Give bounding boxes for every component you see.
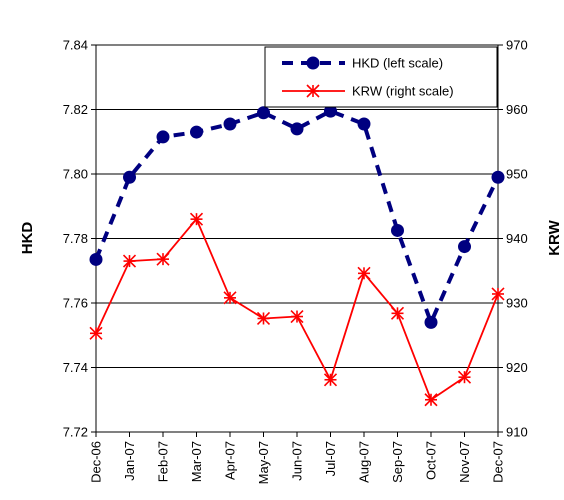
hkd-point bbox=[223, 117, 237, 131]
hkd-point bbox=[324, 104, 337, 118]
asterisk-stroke bbox=[357, 266, 371, 280]
x-tick-label: Jul-07 bbox=[323, 441, 338, 476]
krw-point bbox=[223, 291, 237, 305]
left-tick-label: 7.82 bbox=[63, 102, 88, 117]
left-tick-label: 7.80 bbox=[63, 167, 88, 182]
hkd-point bbox=[89, 252, 103, 266]
asterisk-stroke bbox=[424, 393, 438, 407]
x-tick-label: Mar-07 bbox=[189, 441, 204, 482]
krw-point bbox=[89, 326, 103, 340]
krw-point bbox=[122, 254, 137, 268]
asterisk-stroke bbox=[323, 373, 338, 387]
x-tick-label: Oct-07 bbox=[424, 441, 439, 480]
krw-point bbox=[256, 311, 271, 326]
asterisk-stroke bbox=[89, 326, 103, 340]
asterisk-stroke bbox=[189, 212, 204, 226]
left-tick-label: 7.76 bbox=[63, 296, 88, 311]
left-axis-tick-labels: 7.72 7.74 7.76 7.78 7.80 7.82 7.84 bbox=[63, 38, 88, 440]
legend-marker bbox=[306, 56, 320, 70]
legend-label: HKD (left scale) bbox=[352, 56, 443, 71]
left-tick-label: 7.72 bbox=[63, 425, 88, 440]
x-tick-label: Aug-07 bbox=[357, 441, 372, 483]
hkd-point bbox=[156, 130, 170, 144]
krw-point bbox=[457, 370, 472, 384]
krw-point bbox=[290, 309, 304, 324]
krw-point bbox=[323, 373, 338, 387]
hkd-point bbox=[424, 315, 438, 329]
asterisk-stroke bbox=[306, 84, 320, 98]
hkd-point bbox=[458, 240, 471, 254]
right-axis-tick-labels: 910 920 930 940 950 960 970 bbox=[506, 38, 528, 440]
series-layer bbox=[89, 104, 505, 407]
hkd-point bbox=[290, 122, 304, 136]
x-tick-label: Feb-07 bbox=[156, 441, 171, 482]
legend: HKD (left scale) KRW (right scale) bbox=[264, 46, 498, 108]
asterisk-stroke bbox=[223, 291, 237, 305]
asterisk-stroke bbox=[256, 311, 271, 326]
legend-item: KRW (right scale) bbox=[282, 84, 454, 99]
x-tick-label: Apr-07 bbox=[223, 441, 238, 480]
asterisk-stroke bbox=[390, 306, 405, 320]
series-krw bbox=[89, 212, 505, 407]
hkd-point bbox=[257, 106, 270, 120]
hkd-point bbox=[391, 223, 404, 237]
right-tick-label: 940 bbox=[506, 231, 528, 246]
left-tick-label: 7.78 bbox=[63, 231, 88, 246]
right-tick-label: 930 bbox=[506, 296, 528, 311]
hkd-line bbox=[94, 109, 500, 325]
hkd-point bbox=[491, 170, 505, 184]
right-tick-label: 910 bbox=[506, 425, 528, 440]
asterisk-stroke bbox=[290, 309, 304, 324]
krw-point bbox=[357, 266, 371, 280]
asterisk-stroke bbox=[156, 252, 170, 266]
legend-item: HKD (left scale) bbox=[282, 56, 443, 71]
krw-point bbox=[156, 252, 170, 266]
legend-label: KRW (right scale) bbox=[352, 84, 454, 99]
left-tick-label: 7.84 bbox=[63, 38, 88, 53]
x-tick-label: Dec-06 bbox=[89, 441, 104, 483]
hkd-point bbox=[357, 117, 371, 131]
asterisk-stroke bbox=[457, 370, 472, 384]
left-tick-label: 7.74 bbox=[63, 360, 88, 375]
right-tick-label: 970 bbox=[506, 38, 528, 53]
x-tick-label: Jun-07 bbox=[290, 441, 305, 481]
series-hkd bbox=[89, 104, 505, 329]
x-axis-tick-labels: Dec-06 Jan-07 Feb-07 Mar-07 Apr-07 May-07 Jun-… bbox=[89, 441, 506, 484]
right-tick-label: 960 bbox=[506, 102, 528, 117]
legend-marker bbox=[306, 84, 320, 98]
asterisk-stroke bbox=[122, 254, 137, 268]
x-tick-label: May-07 bbox=[256, 441, 271, 484]
hkd-point bbox=[123, 170, 136, 184]
right-tick-label: 950 bbox=[506, 167, 528, 182]
left-axis-title: HKD bbox=[19, 222, 36, 255]
x-tick-label: Sep-07 bbox=[390, 441, 405, 483]
krw-point bbox=[424, 393, 438, 407]
right-axis-title: KRW bbox=[546, 219, 563, 255]
asterisk-stroke bbox=[491, 287, 505, 301]
right-tick-label: 920 bbox=[506, 360, 528, 375]
x-tick-label: Dec-07 bbox=[491, 441, 506, 483]
krw-point bbox=[491, 287, 505, 301]
krw-point bbox=[189, 212, 204, 226]
x-tick-label: Jan-07 bbox=[122, 441, 137, 481]
krw-point bbox=[390, 306, 405, 320]
hkd-point bbox=[190, 125, 203, 139]
legend-box bbox=[264, 46, 498, 108]
x-tick-label: Nov-07 bbox=[457, 441, 472, 483]
